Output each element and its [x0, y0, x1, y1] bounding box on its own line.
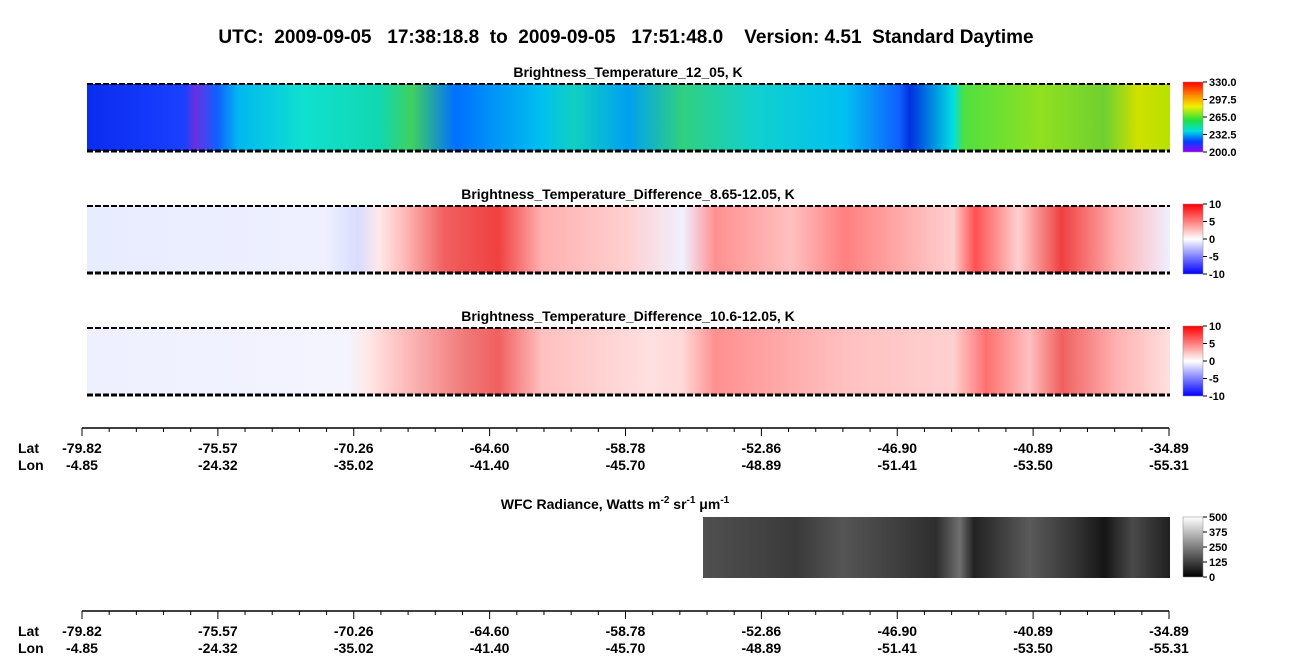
- panel-title: WFC Radiance, Watts m-2 sr-1 μm-1: [501, 495, 730, 512]
- colorbar-label: 5: [1209, 217, 1215, 229]
- colorbar-label: 500: [1209, 512, 1227, 524]
- lat-tick-label: -79.82: [62, 440, 102, 456]
- image-strip: [87, 328, 1170, 395]
- lat-tick-label: -75.57: [198, 623, 238, 639]
- lat-tick-label: -75.57: [198, 440, 238, 456]
- lat-tick-label: -46.90: [877, 440, 917, 456]
- colorbar-label: 232.5: [1209, 130, 1237, 142]
- lon-tick-label: -41.40: [470, 457, 510, 473]
- lon-tick-label: -55.31: [1149, 457, 1189, 473]
- lon-label: Lon: [18, 457, 44, 473]
- lon-tick-label: -45.70: [606, 640, 646, 656]
- lat-label: Lat: [18, 623, 39, 639]
- lat-tick-label: -46.90: [877, 623, 917, 639]
- colorbar-label: 375: [1209, 527, 1227, 539]
- colorbar-label: 200.0: [1209, 147, 1237, 159]
- colorbar-label: -5: [1209, 374, 1219, 386]
- colorbar-label: 297.5: [1209, 95, 1237, 107]
- page-title: UTC: 2009-09-05 17:38:18.8 to 2009-09-05…: [218, 27, 1033, 48]
- title-segment: -1: [687, 495, 696, 506]
- title-segment: WFC Radiance, Watts m: [501, 496, 661, 512]
- lat-tick-label: -58.78: [606, 623, 646, 639]
- colorbar-label: 250: [1209, 542, 1227, 554]
- lon-tick-label: -53.50: [1013, 640, 1053, 656]
- lon-tick-label: -51.41: [877, 457, 917, 473]
- colorbar-label: 125: [1209, 557, 1227, 569]
- lon-tick-label: -35.02: [334, 457, 374, 473]
- image-strip: [703, 517, 1170, 578]
- colorbar-label: 0: [1209, 572, 1215, 584]
- colorbar-label: 265.0: [1209, 112, 1237, 124]
- lon-tick-label: -51.41: [877, 640, 917, 656]
- panel-title: Brightness_Temperature_12_05, K: [513, 64, 742, 80]
- lon-tick-label: -55.31: [1149, 640, 1189, 656]
- lat-tick-label: -64.60: [470, 440, 510, 456]
- colorbar-label: 5: [1209, 339, 1215, 351]
- colorbar-label: 10: [1209, 199, 1221, 211]
- colorbar-label: -10: [1209, 269, 1225, 281]
- panel-title: Brightness_Temperature_Difference_8.65-1…: [461, 186, 795, 202]
- lon-tick-label: -48.89: [742, 640, 782, 656]
- colorbar-label: 0: [1209, 234, 1215, 246]
- panel-title: Brightness_Temperature_Difference_10.6-1…: [461, 308, 795, 324]
- lon-tick-label: -4.85: [66, 457, 98, 473]
- lat-label: Lat: [18, 440, 39, 456]
- lon-tick-label: -48.89: [742, 457, 782, 473]
- colorbar-label: 0: [1209, 356, 1215, 368]
- lat-tick-label: -34.89: [1149, 623, 1189, 639]
- lat-tick-label: -40.89: [1013, 440, 1053, 456]
- lat-tick-label: -58.78: [606, 440, 646, 456]
- lat-tick-label: -40.89: [1013, 623, 1053, 639]
- lon-tick-label: -24.32: [198, 457, 238, 473]
- colorbar: [1182, 81, 1204, 153]
- colorbar: [1182, 516, 1204, 578]
- colorbar-label: 330.0: [1209, 77, 1237, 89]
- lon-label: Lon: [18, 640, 44, 656]
- lat-tick-label: -52.86: [742, 440, 782, 456]
- lon-tick-label: -45.70: [606, 457, 646, 473]
- lat-tick-label: -64.60: [470, 623, 510, 639]
- lon-tick-label: -35.02: [334, 640, 374, 656]
- colorbar-label: -5: [1209, 252, 1219, 264]
- title-segment: sr: [669, 496, 687, 512]
- lat-tick-label: -70.26: [334, 623, 374, 639]
- title-segment: μm: [695, 496, 720, 512]
- title-segment: -1: [720, 495, 729, 506]
- title-segment: -2: [660, 495, 669, 506]
- lat-tick-label: -34.89: [1149, 440, 1189, 456]
- lat-tick-label: -79.82: [62, 623, 102, 639]
- colorbar-label: 10: [1209, 321, 1221, 333]
- colorbar: [1182, 203, 1204, 275]
- colorbar: [1182, 325, 1204, 397]
- lon-tick-label: -53.50: [1013, 457, 1053, 473]
- lon-tick-label: -4.85: [66, 640, 98, 656]
- image-strip: [87, 84, 1170, 151]
- lon-tick-label: -41.40: [470, 640, 510, 656]
- lat-tick-label: -52.86: [742, 623, 782, 639]
- colorbar-label: -10: [1209, 391, 1225, 403]
- image-strip: [87, 206, 1170, 273]
- lat-tick-label: -70.26: [334, 440, 374, 456]
- lon-tick-label: -24.32: [198, 640, 238, 656]
